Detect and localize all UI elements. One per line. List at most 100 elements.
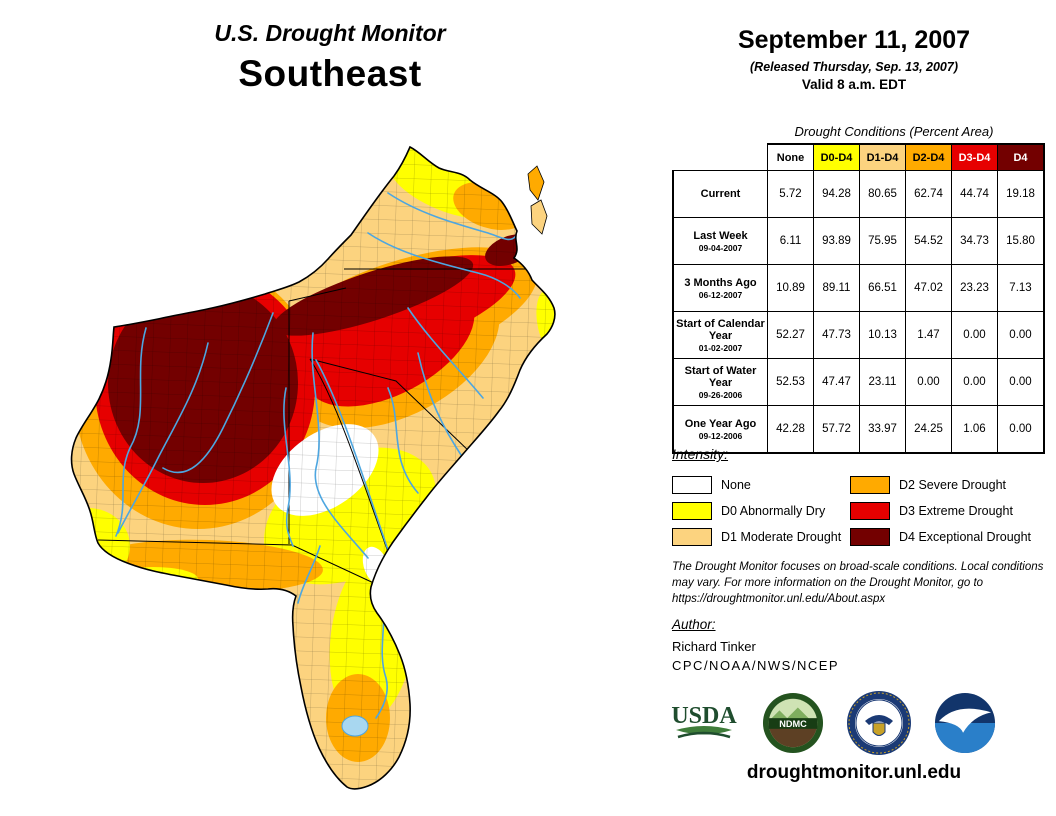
legend-item-d0: D0 Abnormally Dry — [672, 498, 850, 523]
table-cell: 0.00 — [905, 358, 952, 406]
author-name: Richard Tinker — [672, 639, 756, 654]
table-caption: Drought Conditions (Percent Area) — [794, 124, 994, 139]
rivers — [115, 192, 521, 737]
table-cell: 0.00 — [951, 358, 998, 406]
legend-swatch-d0 — [672, 501, 712, 520]
table-row: One Year Ago 09-12-2006 42.28 57.72 33.97 24.… — [672, 405, 1045, 454]
intensity-legend: Intensity: None D0 Abnormally Dry D1 Moder… — [672, 446, 1044, 549]
table-cell: 52.53 — [767, 358, 814, 406]
eastern-shore-islands — [527, 165, 548, 235]
ndmc-logo: NDMC — [762, 692, 824, 754]
region-outline — [70, 145, 556, 790]
drought-map-svg — [70, 145, 556, 790]
drought-map — [58, 138, 558, 798]
legend-item-d4: D4 Exceptional Drought — [850, 524, 1044, 549]
county-boundaries — [71, 147, 555, 789]
table-cell: 80.65 — [859, 170, 906, 218]
table-row: 3 Months Ago 06-12-2007 10.89 89.11 66.51 47.… — [672, 264, 1045, 312]
lake-okeechobee — [341, 715, 369, 737]
table-cell: 93.89 — [813, 217, 860, 265]
table-row-label: Last Week 09-04-2007 — [672, 217, 768, 265]
commerce-seal-logo — [847, 691, 911, 755]
disclaimer-text: The Drought Monitor focuses on broad-sca… — [672, 561, 1044, 605]
table-row-label: One Year Ago 09-12-2006 — [672, 405, 768, 454]
table-cell: 0.00 — [997, 358, 1045, 406]
agency-logos: USDA NDMC — [668, 690, 1044, 756]
table-row-label: Start of Water Year 09-26-2006 — [672, 358, 768, 406]
legend-grid: None D0 Abnormally Dry D1 Moderate Drought… — [672, 472, 1044, 549]
legend-label: D4 Exceptional Drought — [899, 529, 1032, 544]
table-cell: 6.11 — [767, 217, 814, 265]
date-block: September 11, 2007 (Released Thursday, S… — [664, 26, 1044, 92]
table-row: Last Week 09-04-2007 6.11 93.89 75.95 54.52 34… — [672, 217, 1045, 265]
table-col-header-none: None — [767, 143, 814, 171]
table-cell: 10.89 — [767, 264, 814, 312]
legend-swatch-none — [672, 475, 712, 494]
table-cell: 1.06 — [951, 405, 998, 454]
region-title: Southeast — [238, 53, 422, 94]
author-org: CPC/NOAA/NWS/NCEP — [672, 658, 840, 673]
table-cell: 34.73 — [951, 217, 998, 265]
table-row-label: 3 Months Ago 06-12-2007 — [672, 264, 768, 312]
table-cell: 57.72 — [813, 405, 860, 454]
table-row-label: Start of Calendar Year 01-02-2007 — [672, 311, 768, 359]
table-col-header-d0: D0-D4 — [813, 143, 860, 171]
legend-label: None — [721, 477, 751, 492]
website-link[interactable]: droughtmonitor.unl.edu — [746, 762, 962, 783]
legend-label: D0 Abnormally Dry — [721, 503, 826, 518]
map-date: September 11, 2007 — [737, 26, 971, 54]
legend-swatch-d2 — [850, 475, 890, 494]
legend-swatch-d1 — [672, 527, 712, 546]
table-cell: 33.97 — [859, 405, 906, 454]
valid-time: Valid 8 a.m. EDT — [801, 77, 907, 92]
table-cell: 47.73 — [813, 311, 860, 359]
table-cell: 10.13 — [859, 311, 906, 359]
legend-item-d3: D3 Extreme Drought — [850, 498, 1044, 523]
table-cell: 0.00 — [951, 311, 998, 359]
table-col-header-d4: D4 — [997, 143, 1045, 171]
table-cell: 1.47 — [905, 311, 952, 359]
table-cell: 19.18 — [997, 170, 1045, 218]
table-cell: 23.11 — [859, 358, 906, 406]
drought-conditions-table: None D0-D4 D1-D4 D2-D4 D3-D4 D4 Current 5.72 94… — [672, 143, 1045, 454]
table-cell: 62.74 — [905, 170, 952, 218]
table-col-header-d1: D1-D4 — [859, 143, 906, 171]
page-title: U.S. Drought Monitor — [214, 20, 446, 46]
table-cell: 94.28 — [813, 170, 860, 218]
table-cell: 5.72 — [767, 170, 814, 218]
map-title-block: U.S. Drought Monitor Southeast — [40, 20, 620, 95]
legend-label: D3 Extreme Drought — [899, 503, 1013, 518]
table-cell: 42.28 — [767, 405, 814, 454]
legend-label: D2 Severe Drought — [899, 477, 1007, 492]
table-cell: 0.00 — [997, 311, 1045, 359]
legend-item-none: None — [672, 472, 850, 497]
svg-text:USDA: USDA — [671, 703, 737, 729]
author-block: Author: Richard Tinker CPC/NOAA/NWS/NCEP — [672, 617, 839, 673]
table-row: Start of Water Year 09-26-2006 52.53 47.47 2… — [672, 358, 1045, 406]
drought-table-head-row: None D0-D4 D1-D4 D2-D4 D3-D4 D4 — [673, 143, 1045, 171]
table-row: Current 5.72 94.28 80.65 62.74 44.74 19.18 — [672, 170, 1045, 218]
legend-label: D1 Moderate Drought — [721, 529, 842, 544]
table-cell: 47.02 — [905, 264, 952, 312]
svg-text:NDMC: NDMC — [779, 719, 807, 729]
author-label: Author: — [672, 617, 716, 632]
legend-item-d2: D2 Severe Drought — [850, 472, 1044, 497]
table-cell: 44.74 — [951, 170, 998, 218]
table-corner-cell — [673, 144, 768, 171]
legend-swatch-d3 — [850, 501, 890, 520]
table-cell: 52.27 — [767, 311, 814, 359]
legend-item-d1: D1 Moderate Drought — [672, 524, 850, 549]
table-cell: 7.13 — [997, 264, 1045, 312]
table-cell: 47.47 — [813, 358, 860, 406]
table-row-label: Current — [672, 170, 768, 218]
table-cell: 0.00 — [997, 405, 1045, 454]
table-cell: 24.25 — [905, 405, 952, 454]
table-cell: 54.52 — [905, 217, 952, 265]
table-cell: 89.11 — [813, 264, 860, 312]
table-col-header-d2: D2-D4 — [905, 143, 952, 171]
table-cell: 75.95 — [859, 217, 906, 265]
table-col-header-d3: D3-D4 — [951, 143, 998, 171]
release-date: (Released Thursday, Sep. 13, 2007) — [750, 60, 958, 74]
drought-table-body: Current 5.72 94.28 80.65 62.74 44.74 19.18 Last… — [672, 170, 1045, 454]
